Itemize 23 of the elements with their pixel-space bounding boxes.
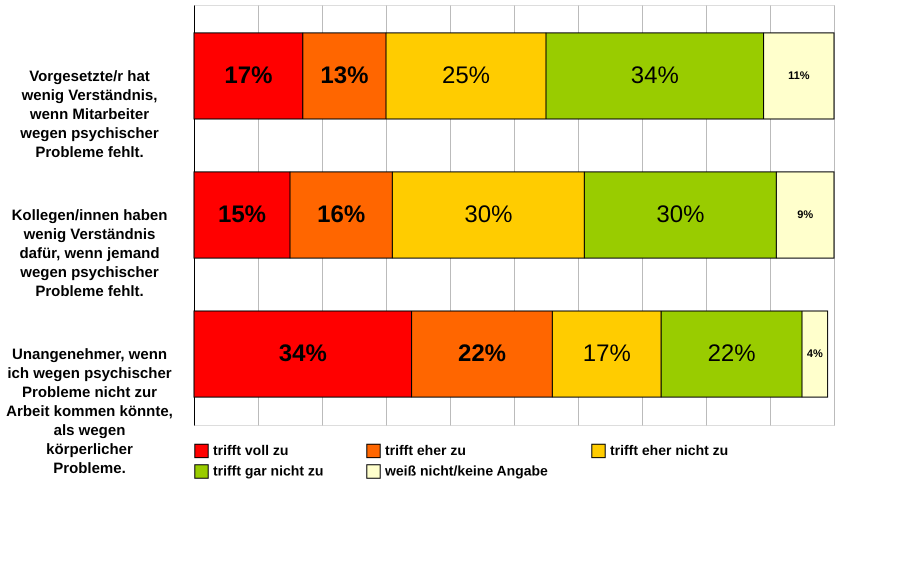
data-label: 30% (656, 201, 704, 228)
data-label: 22% (458, 340, 506, 368)
data-label: 4% (806, 348, 823, 360)
data-label: 22% (708, 340, 756, 368)
data-label: 16% (317, 201, 366, 228)
data-label: 34% (278, 340, 327, 368)
y-tick-label: Vorgesetzte/r hat wenig Verständnis, wenn Mitarbeiter wegen psychischer Probleme fehlt. (19, 68, 159, 161)
legend-label: weiß nicht/keine Angabe (384, 462, 548, 478)
data-label: 17% (582, 340, 631, 368)
data-label: 17% (224, 62, 272, 89)
data-label: 13% (320, 62, 368, 89)
data-label: 11% (788, 70, 810, 82)
data-label: 25% (442, 62, 490, 89)
data-label: 34% (630, 62, 679, 89)
y-tick-label: Kollegen/innen haben wenig Verständnis dafür, wenn jemand wegen psychischer Probleme fehlt. (12, 207, 168, 300)
data-label: 15% (218, 201, 266, 228)
data-label: 30% (464, 201, 512, 228)
legend-label: trifft eher zu (385, 442, 466, 458)
legend-label: trifft gar nicht zu (213, 462, 324, 478)
data-label: 9% (797, 209, 814, 221)
legend-label: trifft eher nicht zu (610, 442, 728, 458)
y-tick-label: Unangenehmer, wenn ich wegen psychischer Probleme nicht zur Arbeit kommen könnte, als wegen körperlicher Probleme. (6, 346, 173, 478)
legend-label: trifft voll zu (213, 442, 288, 458)
